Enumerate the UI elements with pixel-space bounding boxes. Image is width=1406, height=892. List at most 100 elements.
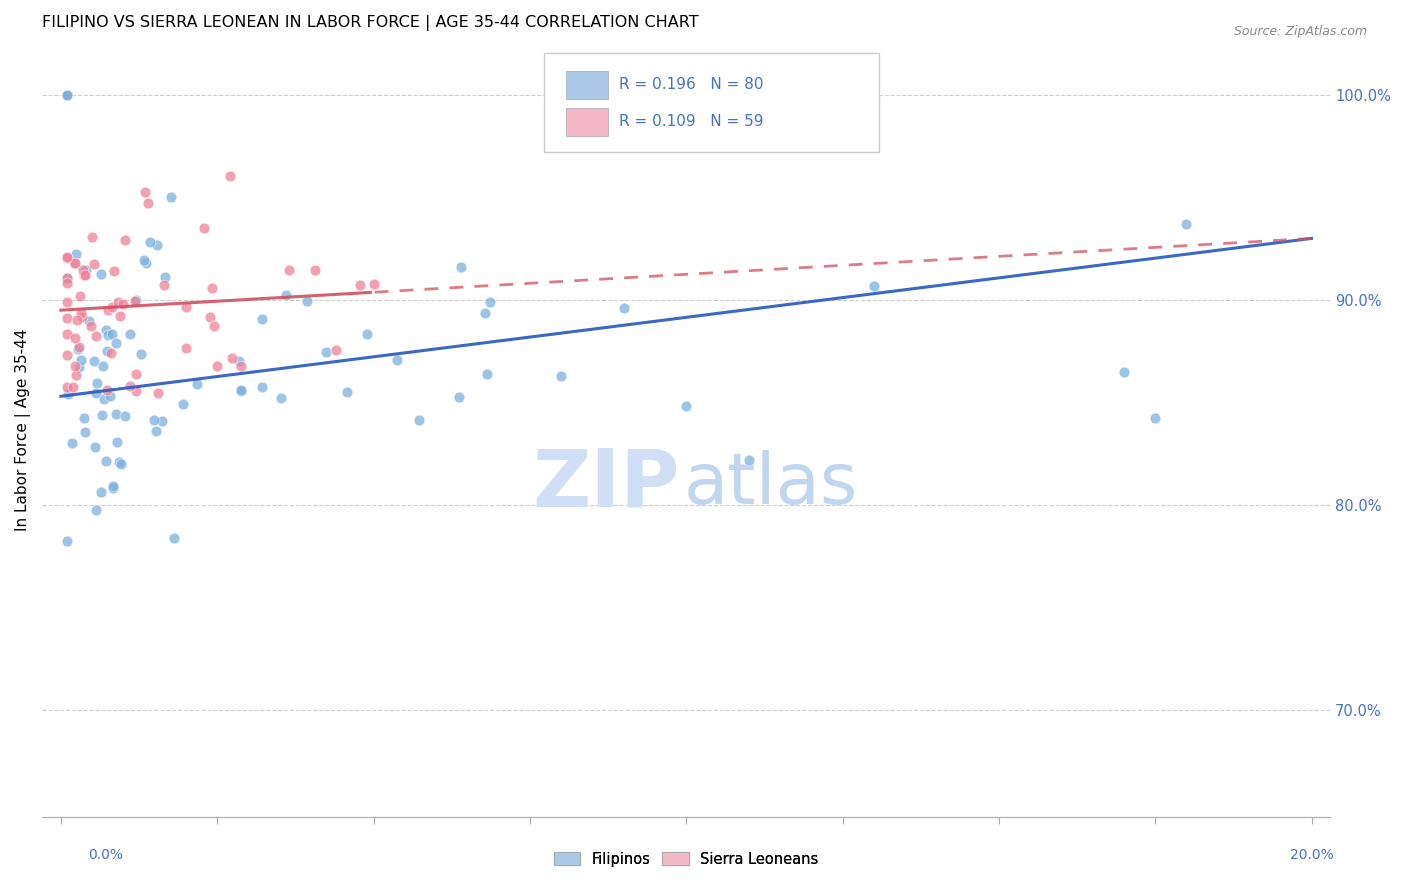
Point: [80, 318, 103, 333]
Point: [205, 359, 228, 373]
Point: [159, 190, 181, 204]
Point: [1112, 365, 1135, 379]
Point: [72, 263, 94, 277]
Point: [100, 345, 122, 359]
Point: [738, 452, 761, 467]
Point: [80, 230, 103, 244]
Point: [56, 87, 79, 102]
Text: R = 0.196   N = 80: R = 0.196 N = 80: [619, 77, 763, 92]
Point: [114, 409, 136, 424]
FancyBboxPatch shape: [567, 70, 607, 98]
Point: [94, 454, 117, 468]
Point: [101, 481, 124, 495]
Point: [124, 293, 146, 308]
Point: [447, 390, 470, 404]
Point: [56, 271, 79, 285]
Point: [73, 411, 96, 425]
Point: [75, 425, 97, 439]
Point: [478, 295, 501, 310]
Point: [132, 253, 155, 268]
Point: [93, 392, 115, 406]
Point: [129, 347, 152, 361]
Text: 20.0%: 20.0%: [1289, 847, 1334, 862]
Point: [118, 379, 141, 393]
Point: [153, 277, 176, 292]
Point: [90, 267, 112, 281]
Point: [86, 328, 108, 343]
Point: [94, 323, 117, 337]
Point: [101, 301, 124, 315]
FancyBboxPatch shape: [567, 108, 607, 136]
Point: [550, 368, 572, 383]
Point: [103, 264, 125, 278]
Point: [250, 380, 273, 394]
Point: [107, 295, 129, 310]
Text: 0.0%: 0.0%: [89, 847, 122, 862]
FancyBboxPatch shape: [544, 53, 879, 152]
Point: [90, 485, 112, 500]
Text: atlas: atlas: [683, 450, 858, 519]
Point: [56, 386, 79, 401]
Point: [69, 289, 91, 303]
Point: [67, 342, 90, 356]
Point: [228, 354, 250, 368]
Point: [105, 407, 128, 421]
Point: [56, 250, 79, 264]
Point: [98, 389, 121, 403]
Point: [134, 185, 156, 199]
Point: [56, 251, 79, 265]
Point: [118, 326, 141, 341]
Point: [56, 380, 79, 394]
Point: [221, 351, 243, 365]
Point: [277, 263, 299, 277]
Point: [86, 376, 108, 390]
Point: [84, 385, 107, 400]
Point: [108, 455, 131, 469]
Point: [336, 384, 359, 399]
Point: [450, 260, 472, 274]
Point: [135, 256, 157, 270]
Point: [613, 301, 636, 315]
Point: [862, 279, 884, 293]
Point: [73, 268, 96, 282]
Point: [193, 221, 215, 235]
Point: [150, 414, 173, 428]
Point: [270, 391, 292, 405]
Point: [63, 359, 86, 373]
Point: [1175, 217, 1198, 231]
Point: [56, 87, 79, 102]
Point: [56, 87, 79, 102]
Point: [114, 234, 136, 248]
Point: [83, 354, 105, 368]
Point: [63, 331, 86, 345]
Point: [474, 306, 496, 320]
Point: [477, 368, 499, 382]
Point: [136, 195, 159, 210]
Point: [356, 327, 378, 342]
Point: [60, 436, 83, 450]
Text: R = 0.109   N = 59: R = 0.109 N = 59: [619, 114, 763, 129]
Point: [56, 534, 79, 549]
Point: [142, 413, 165, 427]
Point: [96, 343, 118, 358]
Point: [229, 359, 252, 373]
Point: [124, 384, 146, 398]
Point: [250, 311, 273, 326]
Point: [186, 376, 208, 391]
Point: [84, 503, 107, 517]
Point: [385, 353, 408, 368]
Point: [112, 297, 135, 311]
Point: [70, 310, 93, 325]
Point: [125, 293, 148, 307]
Point: [97, 328, 120, 343]
Point: [174, 301, 197, 315]
Point: [145, 424, 167, 438]
Point: [75, 262, 97, 277]
Point: [69, 306, 91, 320]
Point: [315, 345, 337, 359]
Point: [56, 327, 79, 342]
Point: [110, 458, 132, 472]
Point: [65, 368, 87, 383]
Point: [105, 335, 128, 350]
Point: [56, 310, 79, 325]
